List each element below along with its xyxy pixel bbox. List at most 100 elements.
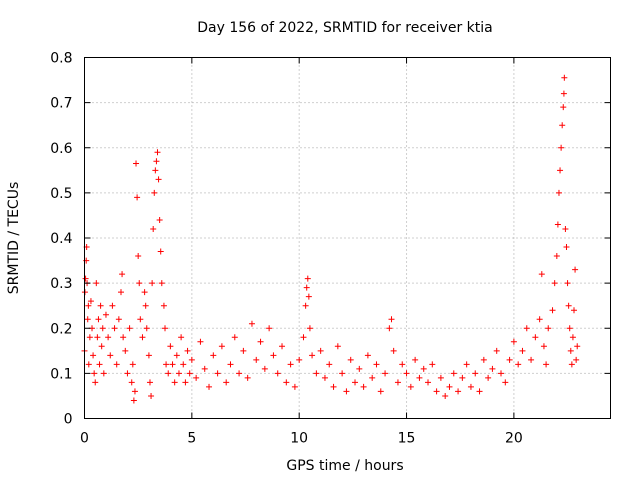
data-point (330, 383, 337, 390)
data-point (94, 334, 101, 341)
data-point (87, 298, 94, 305)
data-point (158, 280, 165, 287)
y-tick-label: 0.6 (50, 141, 72, 157)
chart-title: Day 156 of 2022, SRMTID for receiver kti… (197, 20, 492, 36)
data-point (283, 379, 290, 386)
data-point (390, 347, 397, 354)
data-point (446, 383, 453, 390)
data-point (131, 388, 138, 395)
data-point (167, 343, 174, 350)
y-tick-label: 0.4 (50, 231, 72, 247)
data-point (129, 361, 136, 368)
data-point (257, 338, 264, 345)
x-tick-label: 5 (187, 431, 196, 447)
data-point (248, 320, 255, 327)
data-point (141, 289, 148, 296)
data-point (171, 379, 178, 386)
data-point (476, 388, 483, 395)
data-point (100, 370, 107, 377)
data-point (98, 343, 105, 350)
data-point (186, 370, 193, 377)
data-point (407, 383, 414, 390)
data-point (485, 374, 492, 381)
data-point (352, 379, 359, 386)
data-point (178, 334, 185, 341)
x-tick-label: 15 (398, 431, 416, 447)
data-point (364, 352, 371, 359)
data-point (305, 293, 312, 300)
data-point (373, 361, 380, 368)
data-point (85, 302, 92, 309)
x-axis-label: GPS time / hours (286, 458, 403, 474)
data-point (303, 284, 310, 291)
data-point (326, 361, 333, 368)
data-point (126, 325, 133, 332)
data-point (559, 122, 566, 129)
data-point (93, 280, 100, 287)
y-tick-label: 0.3 (50, 276, 72, 292)
data-point (119, 271, 126, 278)
data-point (472, 370, 479, 377)
data-point (128, 379, 135, 386)
data-point (540, 343, 547, 350)
data-point (313, 370, 320, 377)
data-point (244, 374, 251, 381)
data-point (85, 361, 92, 368)
data-point (296, 356, 303, 363)
data-point (545, 325, 552, 332)
data-point (493, 347, 500, 354)
data-point (382, 370, 389, 377)
y-tick-label: 0.2 (50, 321, 72, 337)
data-point (96, 361, 103, 368)
data-point (442, 392, 449, 399)
data-point (551, 280, 558, 287)
data-point (206, 383, 213, 390)
data-point (150, 225, 157, 232)
data-point (111, 325, 118, 332)
y-tick-label: 0 (64, 412, 73, 428)
data-point (102, 311, 109, 318)
data-point (498, 370, 505, 377)
data-point (261, 365, 268, 372)
data-point (360, 383, 367, 390)
data-point (175, 370, 182, 377)
data-point (429, 361, 436, 368)
data-point (143, 325, 150, 332)
data-point (117, 289, 124, 296)
data-point (553, 253, 560, 260)
data-point (455, 388, 462, 395)
data-point (151, 189, 158, 196)
data-point (568, 361, 575, 368)
data-point (572, 266, 579, 273)
data-point (160, 302, 167, 309)
x-tick-label: 0 (80, 431, 89, 447)
data-point (560, 104, 567, 111)
data-point (162, 325, 169, 332)
data-point (515, 361, 522, 368)
data-point (356, 365, 363, 372)
data-point (120, 334, 127, 341)
data-point (554, 221, 561, 228)
data-point (549, 307, 556, 314)
data-point (270, 352, 277, 359)
data-point (563, 244, 570, 251)
data-point (133, 160, 140, 167)
data-point (386, 325, 393, 332)
y-tick-label: 0.7 (50, 96, 72, 112)
data-point (97, 302, 104, 309)
data-point (302, 302, 309, 309)
data-point (214, 370, 221, 377)
data-point (565, 302, 572, 309)
data-point (210, 352, 217, 359)
data-point (236, 370, 243, 377)
data-point (566, 325, 573, 332)
axis-ticks: 0 0.1 0.2 0.3 0.4 0.5 0.6 0.7 0.8 0 5 10 15 20 (50, 51, 611, 447)
data-point (506, 356, 513, 363)
data-point (574, 343, 581, 350)
data-point (153, 158, 160, 165)
data-point (403, 370, 410, 377)
y-tick-label: 0.5 (50, 186, 72, 202)
data-points (81, 74, 581, 404)
data-point (543, 361, 550, 368)
